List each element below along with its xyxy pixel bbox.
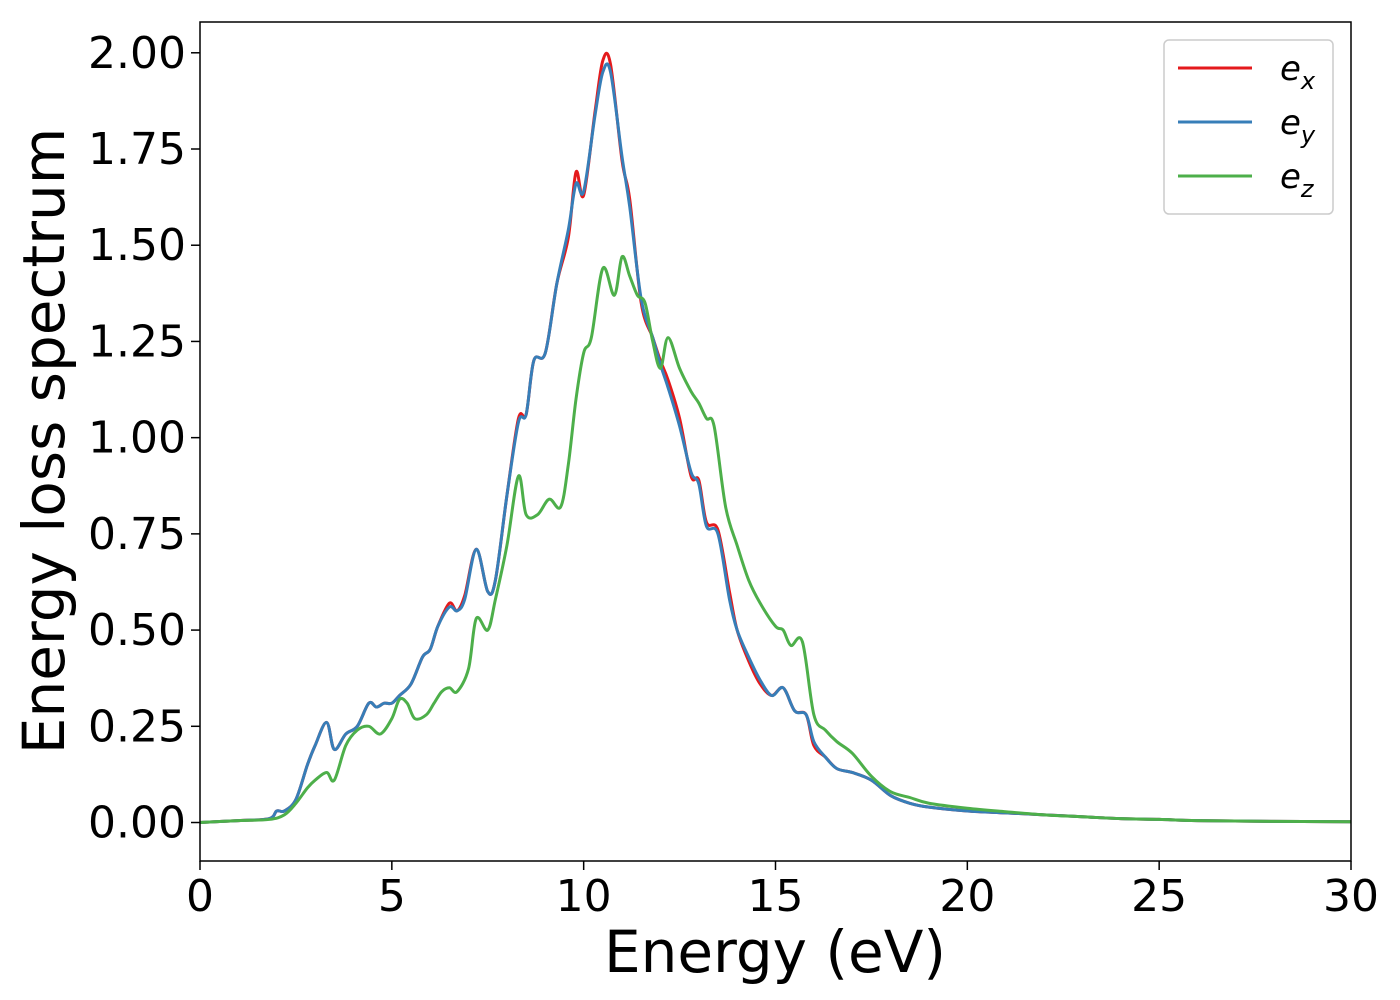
x-axis-label: Energy (eV) <box>604 918 946 986</box>
x-tick-label: 0 <box>186 871 214 922</box>
y-tick-label: 0.75 <box>88 509 186 560</box>
y-axis-label: Energy loss spectrum <box>10 128 78 754</box>
x-tick-label: 10 <box>556 871 612 922</box>
y-tick-label: 1.00 <box>88 413 186 464</box>
y-tick-label: 1.75 <box>88 124 186 175</box>
series-line-z <box>199 254 1352 825</box>
x-tick-label: 30 <box>1323 871 1379 922</box>
legend-label-x: ex <box>1280 49 1316 95</box>
legend-label-z: ez <box>1280 157 1315 203</box>
y-tick-label: 1.50 <box>88 220 186 271</box>
y-tick-label: 0.25 <box>88 701 186 752</box>
x-tick-label: 15 <box>748 871 804 922</box>
x-tick-label: 20 <box>939 871 995 922</box>
series-line-y <box>199 62 1352 825</box>
legend-box <box>1163 39 1334 215</box>
y-tick-label: 0.00 <box>88 798 186 849</box>
series-layer <box>199 51 1352 825</box>
y-tick-label: 2.00 <box>88 28 186 79</box>
x-tick-label: 25 <box>1131 871 1187 922</box>
x-axis-ticks: 0 5 10 15 20 25 30 <box>186 861 1379 922</box>
legend: ex ey ez <box>1163 39 1334 215</box>
x-tick-label: 5 <box>378 871 406 922</box>
legend-label-y: ey <box>1280 103 1316 149</box>
y-axis-ticks: 0.00 0.25 0.50 0.75 1.00 1.25 1.50 1.75 2.00 <box>88 28 200 849</box>
y-tick-label: 1.25 <box>88 316 186 367</box>
y-tick-label: 0.50 <box>88 605 186 656</box>
